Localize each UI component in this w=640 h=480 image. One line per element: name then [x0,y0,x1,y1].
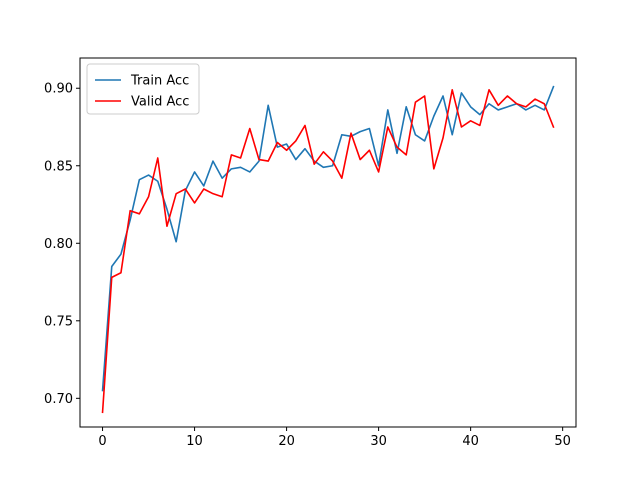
y-tick-label: 0.70 [44,392,73,407]
legend-label-valid-acc: Valid Acc [131,95,189,110]
legend-label-train-acc: Train Acc [130,74,189,89]
y-tick-label: 0.85 [44,159,73,174]
x-tick-label: 30 [370,434,387,449]
y-axis: 0.70 0.75 0.80 0.85 0.90 [44,82,80,407]
x-tick-label: 20 [278,434,295,449]
y-tick-label: 0.80 [44,237,73,252]
x-tick-label: 0 [98,434,106,449]
x-tick-label: 40 [462,434,479,449]
series-layer [101,85,555,414]
series-line-valid-acc [101,88,555,414]
x-axis: 0 10 20 30 40 50 [98,427,571,449]
y-tick-label: 0.90 [44,82,73,97]
series-line-train-acc [101,85,555,392]
legend: Train Acc Valid Acc [86,63,200,115]
y-tick-label: 0.75 [44,314,73,329]
axes-frame [79,57,577,428]
x-tick-label: 10 [186,434,203,449]
x-tick-label: 50 [554,434,571,449]
